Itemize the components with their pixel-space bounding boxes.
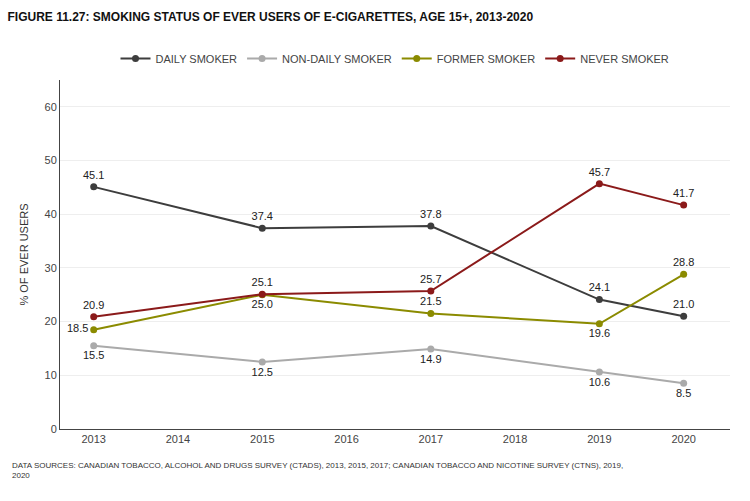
svg-text:41.7: 41.7	[673, 187, 694, 199]
svg-text:14.9: 14.9	[420, 353, 441, 365]
svg-text:2013: 2013	[81, 433, 105, 445]
svg-text:12.5: 12.5	[252, 366, 273, 378]
svg-text:2018: 2018	[503, 433, 527, 445]
svg-text:DAILY SMOKER: DAILY SMOKER	[156, 53, 238, 65]
svg-text:37.8: 37.8	[420, 208, 441, 220]
svg-text:2017: 2017	[419, 433, 443, 445]
svg-text:25.0: 25.0	[252, 298, 273, 310]
svg-text:45.7: 45.7	[589, 166, 610, 178]
svg-text:20.9: 20.9	[83, 299, 104, 311]
svg-text:% OF EVER USERS: % OF EVER USERS	[18, 203, 30, 305]
svg-text:28.8: 28.8	[673, 256, 694, 268]
svg-text:21.0: 21.0	[673, 298, 694, 310]
svg-text:2015: 2015	[250, 433, 274, 445]
svg-text:21.5: 21.5	[420, 295, 441, 307]
svg-text:20: 20	[45, 315, 57, 327]
svg-text:24.1: 24.1	[589, 281, 610, 293]
svg-text:19.6: 19.6	[589, 327, 610, 339]
svg-text:FIGURE 11.27: SMOKING STATUS O: FIGURE 11.27: SMOKING STATUS OF EVER USE…	[8, 10, 534, 24]
svg-text:10.6: 10.6	[589, 376, 610, 388]
svg-text:8.5: 8.5	[676, 387, 691, 399]
svg-text:25.7: 25.7	[420, 273, 441, 285]
svg-text:2016: 2016	[334, 433, 358, 445]
svg-text:60: 60	[45, 101, 57, 113]
svg-text:37.4: 37.4	[252, 210, 273, 222]
svg-text:0: 0	[51, 423, 57, 435]
svg-text:NON-DAILY SMOKER: NON-DAILY SMOKER	[282, 53, 392, 65]
svg-text:DATA SOURCES: CANADIAN TOBACCO: DATA SOURCES: CANADIAN TOBACCO, ALCOHOL …	[12, 461, 623, 480]
svg-text:15.5: 15.5	[83, 349, 104, 361]
svg-text:2020: 2020	[671, 433, 695, 445]
svg-text:NEVER SMOKER: NEVER SMOKER	[580, 53, 669, 65]
svg-text:FORMER SMOKER: FORMER SMOKER	[437, 53, 535, 65]
svg-text:2014: 2014	[166, 433, 190, 445]
svg-text:45.1: 45.1	[83, 169, 104, 181]
svg-text:30: 30	[45, 262, 57, 274]
svg-text:2019: 2019	[587, 433, 611, 445]
svg-text:10: 10	[45, 369, 57, 381]
svg-text:25.1: 25.1	[252, 276, 273, 288]
svg-text:50: 50	[45, 154, 57, 166]
svg-text:40: 40	[45, 208, 57, 220]
svg-text:18.5: 18.5	[67, 322, 88, 334]
